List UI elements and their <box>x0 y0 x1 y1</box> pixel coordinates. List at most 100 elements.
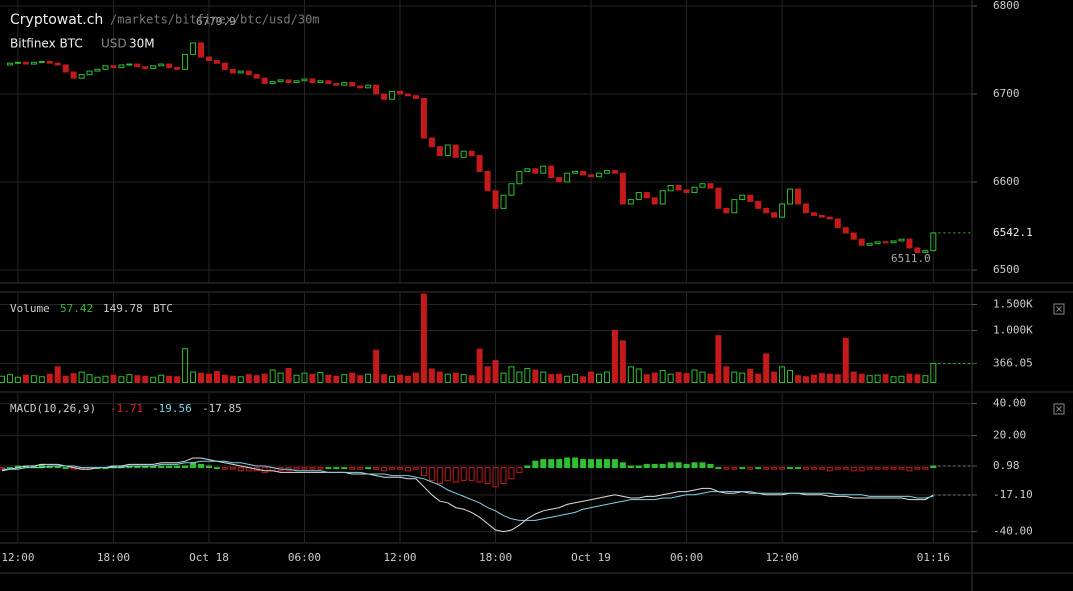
volume-bar <box>285 367 292 383</box>
candle <box>611 170 618 174</box>
macd-histogram-bar <box>452 467 459 483</box>
volume-bar <box>182 348 189 383</box>
volume-bar <box>580 376 587 383</box>
macd-histogram-bar <box>779 467 786 470</box>
volume-bar <box>723 366 730 383</box>
candle <box>707 183 714 189</box>
candle <box>659 190 666 205</box>
volume-bar <box>404 375 411 383</box>
close-macd-button[interactable] <box>1053 403 1065 415</box>
candle <box>508 183 515 196</box>
macd-histogram-bar <box>675 462 682 469</box>
volume-bar <box>54 366 61 383</box>
candle <box>882 241 889 244</box>
y-tick-label: 6600 <box>993 175 1020 188</box>
macd-histogram-bar <box>619 462 626 469</box>
candle <box>795 188 801 205</box>
volume-bar <box>277 372 284 383</box>
candle <box>245 70 252 76</box>
y-tick-label: -17.10 <box>993 488 1033 501</box>
close-volume-button[interactable] <box>1053 303 1065 315</box>
macd-histogram-bar <box>365 467 372 470</box>
candle <box>588 174 595 178</box>
volume-bar <box>102 375 109 383</box>
macd-histogram-bar <box>532 460 539 469</box>
candle <box>627 199 634 205</box>
last-price-label: 6542.1 <box>993 226 1033 239</box>
macd-histogram-bar <box>691 462 698 469</box>
signal-line <box>2 460 934 521</box>
macd-histogram-bar <box>635 465 642 469</box>
candle <box>381 93 388 100</box>
macd-histogram-bar <box>190 462 197 469</box>
volume-bar <box>397 374 403 383</box>
macd-histogram-bar <box>62 467 69 470</box>
macd-histogram-bar <box>611 459 618 469</box>
macd-histogram-bar <box>643 463 650 469</box>
volume-bar <box>635 368 642 383</box>
volume-readout: 149.78 <box>103 302 143 315</box>
volume-bar <box>611 329 618 383</box>
candle <box>365 84 372 89</box>
macd-histogram-bar <box>564 457 571 469</box>
volume-bar <box>795 375 801 383</box>
market-title: Bitfinex BTC <box>10 37 83 51</box>
macd-histogram-bar <box>874 467 881 470</box>
volume-bar <box>460 374 467 383</box>
volume-bar <box>110 374 117 383</box>
macd-histogram-bar <box>747 467 754 470</box>
candle <box>94 68 101 72</box>
volume-bar <box>715 335 722 383</box>
candle <box>890 240 897 244</box>
macd-histogram-bar <box>787 467 794 470</box>
volume-bar <box>349 372 356 383</box>
candle <box>850 232 857 240</box>
volume-bar <box>373 349 380 383</box>
volume-bar <box>548 374 555 383</box>
volume-bar <box>643 374 650 383</box>
volume-bar <box>667 373 674 383</box>
volume-bar <box>588 371 595 383</box>
volume-bar <box>174 376 181 383</box>
macd-histogram-bar <box>818 467 825 470</box>
macd-histogram-bar <box>237 467 244 472</box>
volume-bar <box>412 372 419 383</box>
candle <box>540 165 547 174</box>
volume-bar <box>914 374 921 383</box>
candle <box>253 74 260 79</box>
volume-bar <box>293 374 300 383</box>
candle <box>516 170 523 185</box>
candle <box>548 165 555 179</box>
candle <box>261 77 268 84</box>
x-tick-label: 06:00 <box>670 551 703 564</box>
candle <box>460 150 467 158</box>
candle <box>818 214 825 218</box>
volume-bar <box>898 375 905 383</box>
y-tick-label: 20.00 <box>993 429 1026 442</box>
candle <box>691 186 698 194</box>
macd-histogram-bar <box>723 467 730 470</box>
candle <box>842 227 849 234</box>
macd-histogram-bar <box>524 465 531 469</box>
candle <box>205 56 212 62</box>
candle <box>78 74 85 79</box>
site-title[interactable]: Cryptowat.ch <box>10 12 103 28</box>
macd-histogram-bar <box>603 459 610 469</box>
y-tick-label: 6700 <box>993 87 1020 100</box>
candle <box>492 190 499 209</box>
macd-histogram-bar <box>492 467 499 488</box>
macd-histogram-bar <box>755 467 762 470</box>
volume-bar <box>420 293 427 383</box>
macd-histogram-bar <box>389 467 396 470</box>
candle <box>102 65 109 70</box>
y-tick-label: 1.500K <box>993 297 1033 310</box>
candle <box>898 238 905 242</box>
candle <box>500 194 507 209</box>
macd-histogram-bar <box>444 467 451 481</box>
x-tick-label: 12:00 <box>766 551 799 564</box>
macd-histogram-bar <box>182 465 189 469</box>
macd-histogram-bar <box>508 467 515 480</box>
macd-histogram-bar <box>229 467 236 470</box>
macd-histogram-bar <box>906 467 913 472</box>
